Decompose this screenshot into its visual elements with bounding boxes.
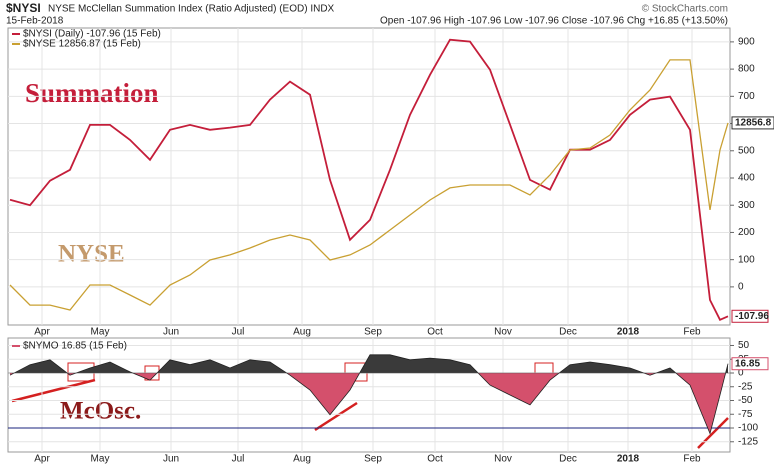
y-tick-label: -50: [738, 395, 753, 406]
quote: Open -107.96 High -107.96 Low -107.96 Cl…: [380, 16, 728, 27]
y-tick-label: 50: [738, 340, 750, 351]
annotation: Summation: [25, 78, 159, 108]
top-panel-frame: [7, 27, 731, 326]
x-tick-label: May: [91, 327, 110, 338]
x-tick-label: Jul: [232, 327, 245, 338]
x-tick-label: Apr: [34, 327, 50, 338]
last-value-label: 16.85: [735, 358, 760, 369]
x-tick-label: Nov: [494, 327, 512, 338]
last-value-label: 12856.8: [735, 118, 772, 129]
x-tick-label: Aug: [293, 454, 311, 465]
watermark: © StockCharts.com: [642, 4, 728, 15]
annotation: McOsc.: [60, 398, 141, 425]
x-tick-label: Sep: [364, 327, 382, 338]
series-area: [10, 354, 728, 373]
x-tick-label: 2018: [617, 454, 640, 465]
series-line: [9, 38, 729, 321]
legend-label: $NYMO 16.85 (15 Feb): [23, 341, 127, 352]
x-tick-label: Sep: [364, 454, 382, 465]
y-tick-label: 0: [738, 282, 744, 293]
legend-label: $NYSE 12856.87 (15 Feb): [23, 39, 141, 50]
last-value-box: [731, 357, 769, 371]
legend-label: $NYSI (Daily) -107.96 (15 Feb): [23, 29, 161, 40]
y-tick-label: 800: [738, 64, 755, 75]
last-value-box: [731, 309, 769, 323]
last-value-box: [731, 116, 774, 130]
y-tick-label: -25: [738, 381, 753, 392]
symbol: $NYSI: [6, 1, 41, 15]
x-tick-label: Jun: [163, 454, 179, 465]
date: 15-Feb-2018: [6, 16, 64, 27]
x-tick-label: Dec: [559, 454, 577, 465]
y-tick-label: 400: [738, 173, 755, 184]
x-tick-label: Nov: [494, 454, 512, 465]
x-tick-label: May: [91, 454, 110, 465]
y-tick-label: -75: [738, 409, 753, 420]
trend-lines: [11, 378, 729, 449]
annotation: NYSE: [58, 241, 125, 268]
x-tick-label: Aug: [293, 327, 311, 338]
x-tick-label: Oct: [427, 454, 443, 465]
bottom-panel-frame: [7, 337, 731, 453]
x-tick-label: Dec: [559, 327, 577, 338]
y-tick-label: 700: [738, 91, 755, 102]
chart-title: NYSE McClellan Summation Index (Ratio Ad…: [48, 4, 335, 15]
x-tick-label: Jul: [232, 454, 245, 465]
y-tick-label: 300: [738, 200, 755, 211]
y-tick-label: 500: [738, 145, 755, 156]
last-value-label: -107.96: [735, 311, 769, 322]
x-tick-label: Feb: [683, 327, 701, 338]
y-tick-label: -100: [738, 423, 758, 434]
x-tick-label: Apr: [34, 454, 50, 465]
y-tick-label: 200: [738, 227, 755, 238]
y-tick-label: -125: [738, 436, 758, 447]
y-tick-label: 0: [738, 368, 744, 379]
x-tick-label: Oct: [427, 327, 443, 338]
y-tick-label: 900: [738, 37, 755, 48]
series-line: [9, 59, 729, 311]
x-tick-label: Jun: [163, 327, 179, 338]
x-tick-label: Feb: [683, 454, 701, 465]
y-tick-label: 100: [738, 254, 755, 265]
x-tick-label: 2018: [617, 327, 640, 338]
